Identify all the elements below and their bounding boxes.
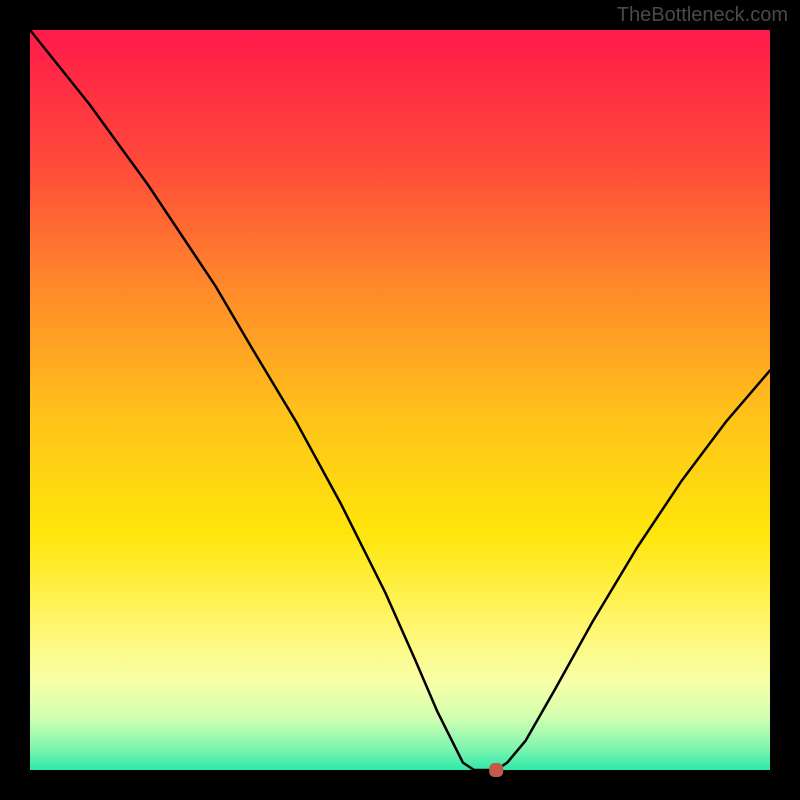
bottleneck-chart: [0, 0, 800, 800]
optimal-marker: [489, 763, 503, 777]
plot-background: [30, 30, 770, 770]
chart-container: TheBottleneck.com: [0, 0, 800, 800]
